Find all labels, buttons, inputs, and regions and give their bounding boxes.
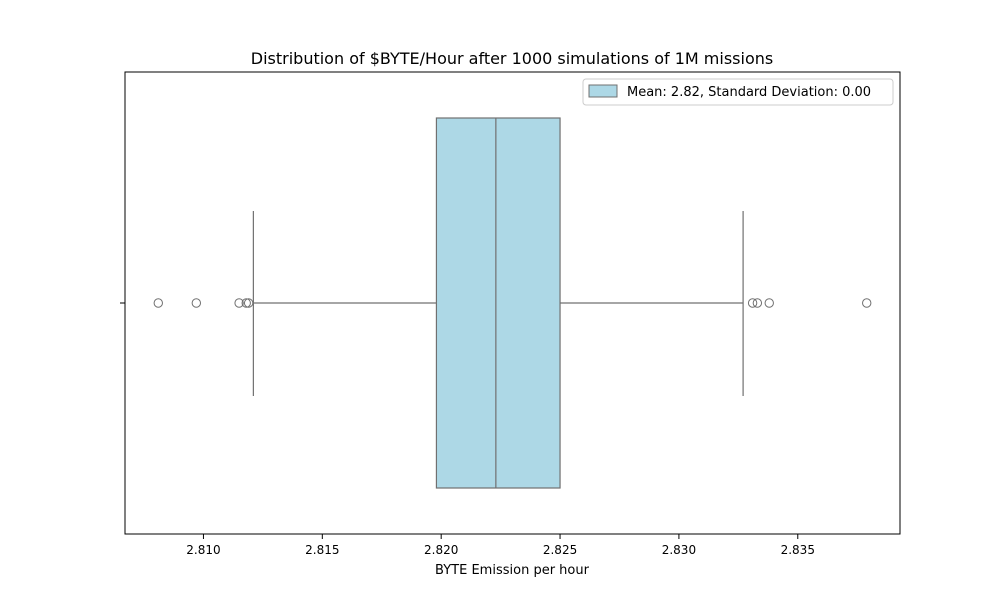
outlier-point (191, 298, 202, 308)
x-axis: 2.810 2.815 2.820 2.825 2.830 2.835 (186, 534, 815, 557)
x-tick-label: 2.825 (543, 543, 577, 557)
outlier-point (153, 298, 163, 308)
x-tick-label: 2.820 (424, 543, 458, 557)
outlier-point (752, 298, 763, 308)
x-tick-label: 2.810 (186, 543, 220, 557)
chart-title: Distribution of $BYTE/Hour after 1000 si… (251, 49, 773, 68)
outlier-point (747, 298, 758, 308)
box-plot (252, 117, 744, 489)
outlier-point (243, 298, 254, 308)
outliers (153, 298, 872, 308)
legend: Mean: 2.82, Standard Deviation: 0.00 (582, 78, 894, 106)
outlier-point (241, 298, 251, 308)
x-tick-label: 2.835 (781, 543, 815, 557)
outlier-point (862, 298, 872, 308)
legend-swatch (588, 84, 618, 98)
outlier-point (764, 298, 774, 308)
x-tick-label: 2.815 (305, 543, 339, 557)
x-tick-label: 2.830 (662, 543, 696, 557)
legend-frame (582, 78, 894, 106)
iqr-box (435, 117, 561, 489)
x-axis-label: BYTE Emission per hour (435, 563, 590, 578)
outlier-point (234, 298, 244, 308)
legend-label: Mean: 2.82, Standard Deviation: 0.00 (627, 85, 871, 100)
